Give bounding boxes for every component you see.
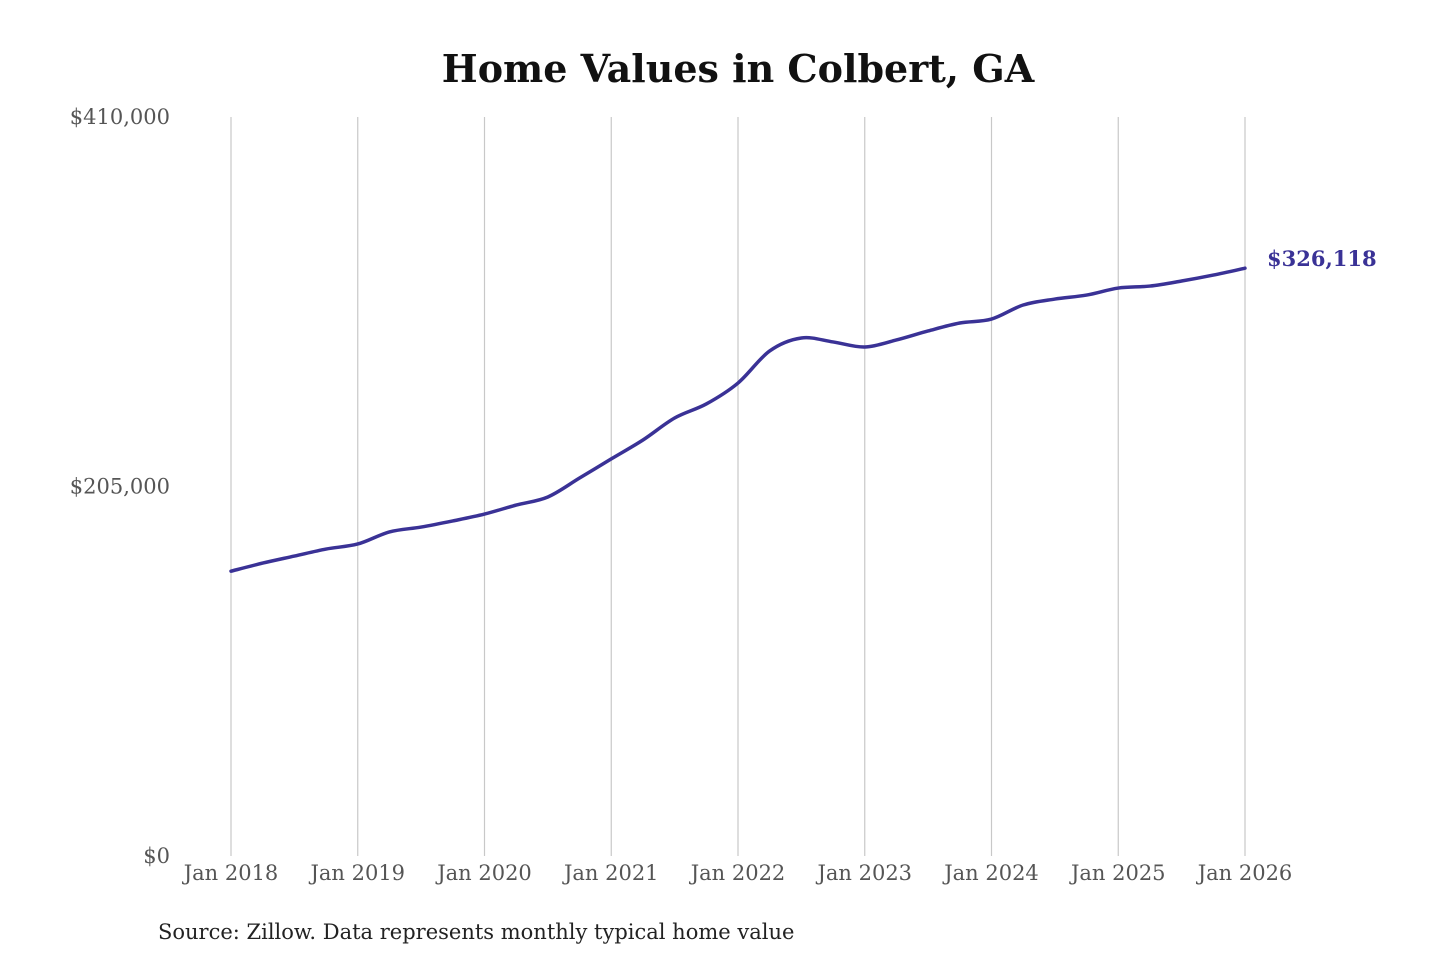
x-tick-label: Jan 2024 — [942, 861, 1039, 885]
gridlines — [230, 117, 1246, 856]
x-tick-label: Jan 2019 — [308, 861, 405, 885]
source-note: Source: Zillow. Data represents monthly … — [158, 920, 794, 944]
x-tick-label: Jan 2022 — [689, 861, 786, 885]
x-tick-label: Jan 2026 — [1196, 861, 1293, 885]
y-tick-label: $205,000 — [70, 475, 170, 499]
x-tick-label: Jan 2021 — [562, 861, 659, 885]
x-tick-label: Jan 2018 — [182, 861, 279, 885]
y-tick-label: $410,000 — [70, 105, 170, 129]
chart-title: Home Values in Colbert, GA — [442, 46, 1035, 91]
y-axis-labels: $0 $205,000 $410,000 — [70, 105, 170, 868]
y-tick-label: $0 — [143, 844, 170, 868]
x-tick-label: Jan 2023 — [815, 861, 912, 885]
x-axis-labels: Jan 2018 Jan 2019 Jan 2020 Jan 2021 Jan 2022… — [182, 861, 1293, 885]
x-tick-label: Jan 2020 — [435, 861, 532, 885]
x-tick-label: Jan 2025 — [1069, 861, 1166, 885]
series-line — [229, 266, 1247, 573]
end-value-label: $326,118 — [1267, 246, 1377, 271]
